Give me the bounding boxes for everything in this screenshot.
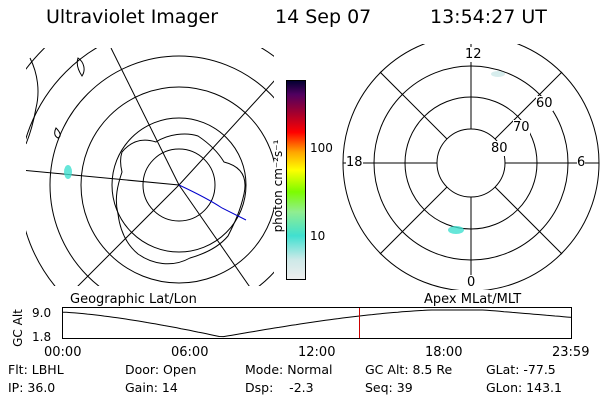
status-glat: GLat: -77.5 [486, 362, 556, 377]
polar-map-label: Apex MLat/MLT [424, 292, 522, 307]
altitude-tick-low: 1.8 [32, 330, 52, 344]
mlt-label-18: 18 [346, 155, 363, 170]
mlat-label-60: 60 [536, 96, 553, 111]
status-seq: Seq: 39 [365, 380, 413, 395]
altitude-tick-high: 9.0 [32, 306, 52, 320]
polar-faint-patch [491, 71, 505, 77]
altitude-curve [62, 309, 572, 338]
status-door: Door: Open [125, 362, 197, 377]
time-tick-2359: 23:59 [552, 345, 590, 360]
altitude-axis-title: GC Alt [11, 309, 25, 347]
mlt-label-12: 12 [465, 47, 482, 62]
mlt-label-0: 0 [467, 275, 476, 290]
colorbar-unit-label: photon cm⁻²s⁻¹ [271, 139, 285, 233]
coastline-south-america [26, 57, 39, 145]
colorbar-tick-10: 10 [310, 229, 326, 243]
geographic-map [26, 48, 274, 286]
time-tick-1200: 12:00 [298, 345, 336, 360]
instrument-title: Ultraviolet Imager [46, 6, 219, 28]
polar-aurora-patch [448, 226, 464, 234]
status-filter: Flt: LBHL [8, 362, 64, 377]
mlat-label-70: 70 [513, 120, 530, 135]
time-tick-1800: 18:00 [425, 345, 463, 360]
satellite-ground-track [178, 184, 247, 221]
colorbar-tick-100: 100 [310, 141, 333, 155]
geo-longitude-lines [26, 48, 274, 286]
time-tick-0600: 06:00 [171, 345, 209, 360]
status-gain: Gain: 14 [125, 380, 178, 395]
geo-map-label: Geographic Lat/Lon [70, 292, 197, 307]
status-glon: GLon: 143.1 [486, 380, 562, 395]
coastline-islands [54, 57, 85, 139]
status-ip: IP: 36.0 [8, 380, 56, 395]
geo-aurora-patch [64, 165, 72, 179]
mlt-label-6: 6 [577, 155, 586, 170]
status-mode: Mode: Normal [245, 362, 333, 377]
time-label: 13:54:27 UT [430, 6, 547, 28]
mlt-lines [343, 44, 599, 290]
status-dsp: Dsp: -2.3 [245, 380, 314, 395]
altitude-plot [62, 307, 572, 339]
antarctica-coastline [115, 133, 246, 265]
color-bar [286, 80, 306, 280]
polar-map [342, 44, 600, 290]
date-label: 14 Sep 07 [275, 6, 372, 28]
geo-latitude-rings [26, 48, 274, 286]
mlat-label-80: 80 [491, 141, 508, 156]
status-gc-alt: GC Alt: 8.5 Re [365, 362, 453, 377]
time-tick-0000: 00:00 [44, 345, 82, 360]
